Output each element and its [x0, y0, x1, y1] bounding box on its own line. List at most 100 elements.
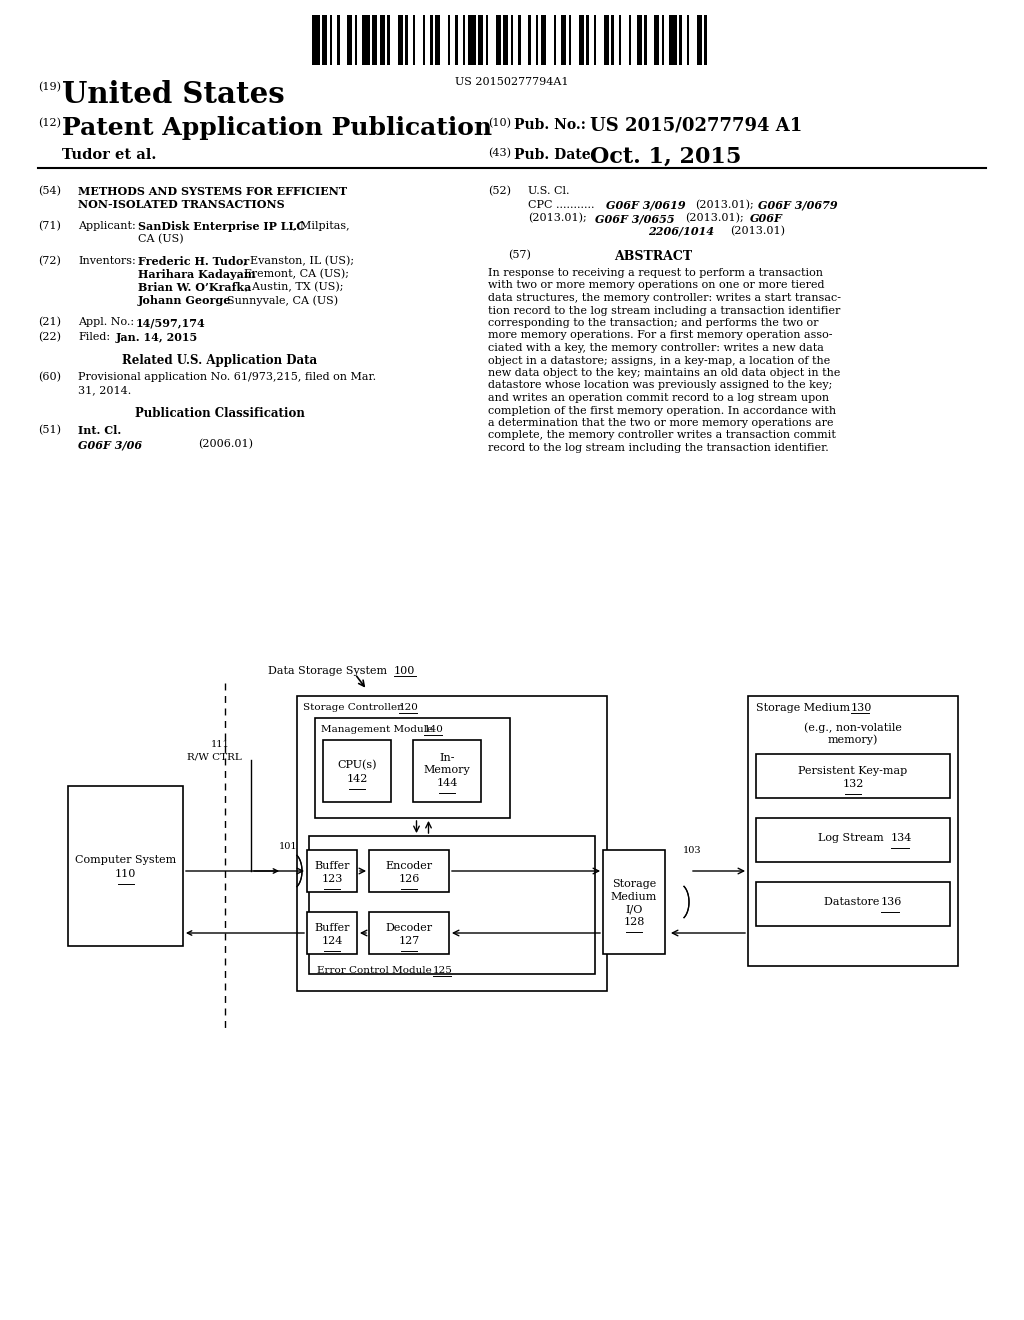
Text: , Fremont, CA (US);: , Fremont, CA (US); — [237, 269, 349, 280]
Text: 101: 101 — [279, 842, 297, 851]
Text: tion record to the log stream including a transaction identifier: tion record to the log stream including … — [488, 305, 841, 315]
Bar — [511, 15, 513, 65]
Bar — [309, 836, 595, 974]
Text: Memory: Memory — [424, 766, 470, 775]
Text: datastore whose location was previously assigned to the key;: datastore whose location was previously … — [488, 380, 833, 391]
Text: Int. Cl.: Int. Cl. — [78, 425, 121, 436]
Text: Oct. 1, 2015: Oct. 1, 2015 — [590, 147, 741, 168]
Bar — [387, 15, 390, 65]
Text: 14/597,174: 14/597,174 — [136, 317, 206, 327]
Bar — [496, 15, 501, 65]
Text: (21): (21) — [38, 317, 61, 327]
Text: a determination that the two or more memory operations are: a determination that the two or more mem… — [488, 418, 834, 428]
Bar — [315, 718, 510, 818]
Bar — [323, 741, 391, 803]
Bar — [362, 15, 370, 65]
Text: United States: United States — [62, 81, 285, 110]
Text: G06F 3/0655: G06F 3/0655 — [595, 213, 675, 224]
Bar — [413, 15, 415, 65]
Bar — [528, 15, 530, 65]
Text: (52): (52) — [488, 186, 511, 197]
Text: CA (US): CA (US) — [138, 234, 183, 244]
Text: CPC ...........: CPC ........... — [528, 201, 595, 210]
Text: 142: 142 — [346, 774, 368, 784]
Text: Provisional application No. 61/973,215, filed on Mar.: Provisional application No. 61/973,215, … — [78, 372, 376, 381]
Text: 124: 124 — [322, 936, 343, 946]
Text: more memory operations. For a first memory operation asso-: more memory operations. For a first memo… — [488, 330, 833, 341]
Bar — [307, 912, 357, 954]
Bar — [756, 754, 950, 799]
Text: corresponding to the transaction; and performs the two or: corresponding to the transaction; and pe… — [488, 318, 818, 327]
Text: R/W CTRL: R/W CTRL — [187, 752, 242, 762]
Bar — [561, 15, 566, 65]
Text: (2013.01): (2013.01) — [730, 226, 785, 236]
Text: , Austin, TX (US);: , Austin, TX (US); — [245, 282, 343, 292]
Text: Frederic H. Tudor: Frederic H. Tudor — [138, 256, 249, 267]
Text: , Sunnyvale, CA (US): , Sunnyvale, CA (US) — [220, 294, 338, 305]
Text: new data object to the key; maintains an old data object in the: new data object to the key; maintains an… — [488, 368, 841, 378]
Bar — [456, 15, 458, 65]
Text: , Evanston, IL (US);: , Evanston, IL (US); — [243, 256, 354, 267]
Bar — [337, 15, 340, 65]
Text: Storage: Storage — [612, 879, 656, 888]
Text: Tudor et al.: Tudor et al. — [62, 148, 157, 162]
Bar — [463, 15, 466, 65]
Bar — [687, 15, 689, 65]
Bar — [756, 882, 950, 927]
Text: (2013.01);: (2013.01); — [685, 213, 743, 223]
Bar — [307, 850, 357, 892]
Bar — [323, 15, 327, 65]
Text: with two or more memory operations on one or more tiered: with two or more memory operations on on… — [488, 281, 824, 290]
Text: G06F 3/0619: G06F 3/0619 — [606, 201, 686, 211]
Text: Brian W. O’Krafka: Brian W. O’Krafka — [138, 282, 251, 293]
Text: 110: 110 — [115, 869, 136, 879]
Bar — [478, 15, 483, 65]
Text: 127: 127 — [398, 936, 420, 946]
Bar — [397, 15, 402, 65]
Bar — [603, 850, 665, 954]
Bar — [662, 15, 665, 65]
Text: Patent Application Publication: Patent Application Publication — [62, 116, 493, 140]
Text: memory): memory) — [827, 734, 879, 744]
Text: (57): (57) — [508, 249, 530, 260]
Text: data structures, the memory controller: writes a start transac-: data structures, the memory controller: … — [488, 293, 841, 304]
Text: Computer System: Computer System — [75, 855, 176, 865]
Text: 130: 130 — [851, 704, 872, 713]
Bar — [611, 15, 613, 65]
Bar — [629, 15, 632, 65]
Text: Error Control Module: Error Control Module — [317, 966, 435, 975]
Text: 31, 2014.: 31, 2014. — [78, 385, 131, 395]
Text: Filed:: Filed: — [78, 333, 111, 342]
Text: Jan. 14, 2015: Jan. 14, 2015 — [116, 333, 199, 343]
Text: SanDisk Enterprise IP LLC: SanDisk Enterprise IP LLC — [138, 220, 305, 232]
Bar — [354, 15, 357, 65]
Text: 2206/1014: 2206/1014 — [648, 226, 714, 238]
Bar — [297, 696, 607, 991]
Text: complete, the memory controller writes a transaction commit: complete, the memory controller writes a… — [488, 430, 836, 441]
Text: Datastore: Datastore — [823, 898, 883, 907]
Text: In-: In- — [439, 752, 455, 763]
Bar — [679, 15, 682, 65]
Text: 123: 123 — [322, 874, 343, 884]
Bar — [554, 15, 556, 65]
Bar — [430, 15, 433, 65]
Text: and writes an operation commit record to a log stream upon: and writes an operation commit record to… — [488, 393, 829, 403]
Bar — [594, 15, 596, 65]
Text: Buffer: Buffer — [314, 861, 350, 871]
Bar — [330, 15, 332, 65]
Text: I/O: I/O — [626, 906, 643, 915]
Text: U.S. Cl.: U.S. Cl. — [528, 186, 569, 195]
Text: Decoder: Decoder — [385, 923, 432, 933]
Bar — [485, 15, 488, 65]
Bar — [618, 15, 622, 65]
Text: Johann George: Johann George — [138, 294, 231, 306]
Bar — [406, 15, 408, 65]
Bar — [536, 15, 539, 65]
Text: 125: 125 — [433, 966, 453, 975]
Text: 128: 128 — [624, 917, 645, 927]
Bar — [541, 15, 546, 65]
Text: 111: 111 — [211, 741, 229, 748]
Text: Harihara Kadayam: Harihara Kadayam — [138, 269, 256, 280]
Text: 134: 134 — [891, 833, 912, 843]
Bar — [447, 15, 451, 65]
